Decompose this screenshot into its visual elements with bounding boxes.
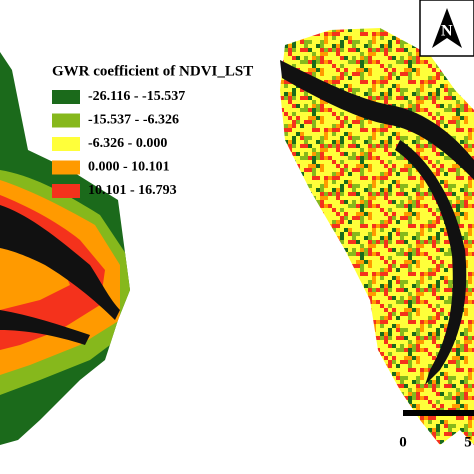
legend-label: -6.326 - 0.000	[88, 136, 167, 151]
north-arrow-shape	[432, 8, 462, 48]
legend-label: -15.537 - -6.326	[88, 113, 179, 128]
legend-label: -26.116 - -15.537	[88, 89, 185, 104]
legend-swatch	[52, 113, 80, 128]
north-arrow: N	[419, 0, 474, 57]
river	[0, 205, 120, 320]
river	[395, 140, 467, 385]
river	[280, 60, 474, 180]
north-label: N	[441, 23, 453, 40]
scale-label: 0	[399, 434, 407, 450]
legend-swatch	[52, 160, 80, 175]
scale-bar: 0 5	[399, 410, 474, 450]
legend-swatch	[52, 90, 80, 104]
legend-label: 10.101 - 16.793	[88, 183, 177, 198]
scale-bar-segment	[403, 410, 474, 416]
legend: GWR coefficient of NDVI_LST -26.116 - -1…	[52, 63, 253, 198]
legend-swatch	[52, 137, 80, 151]
river	[0, 310, 90, 345]
legend-label: 0.000 - 10.101	[88, 160, 170, 175]
scale-label: 5	[464, 434, 472, 450]
legend-swatch	[52, 184, 80, 198]
legend-title: GWR coefficient of NDVI_LST	[52, 63, 253, 79]
